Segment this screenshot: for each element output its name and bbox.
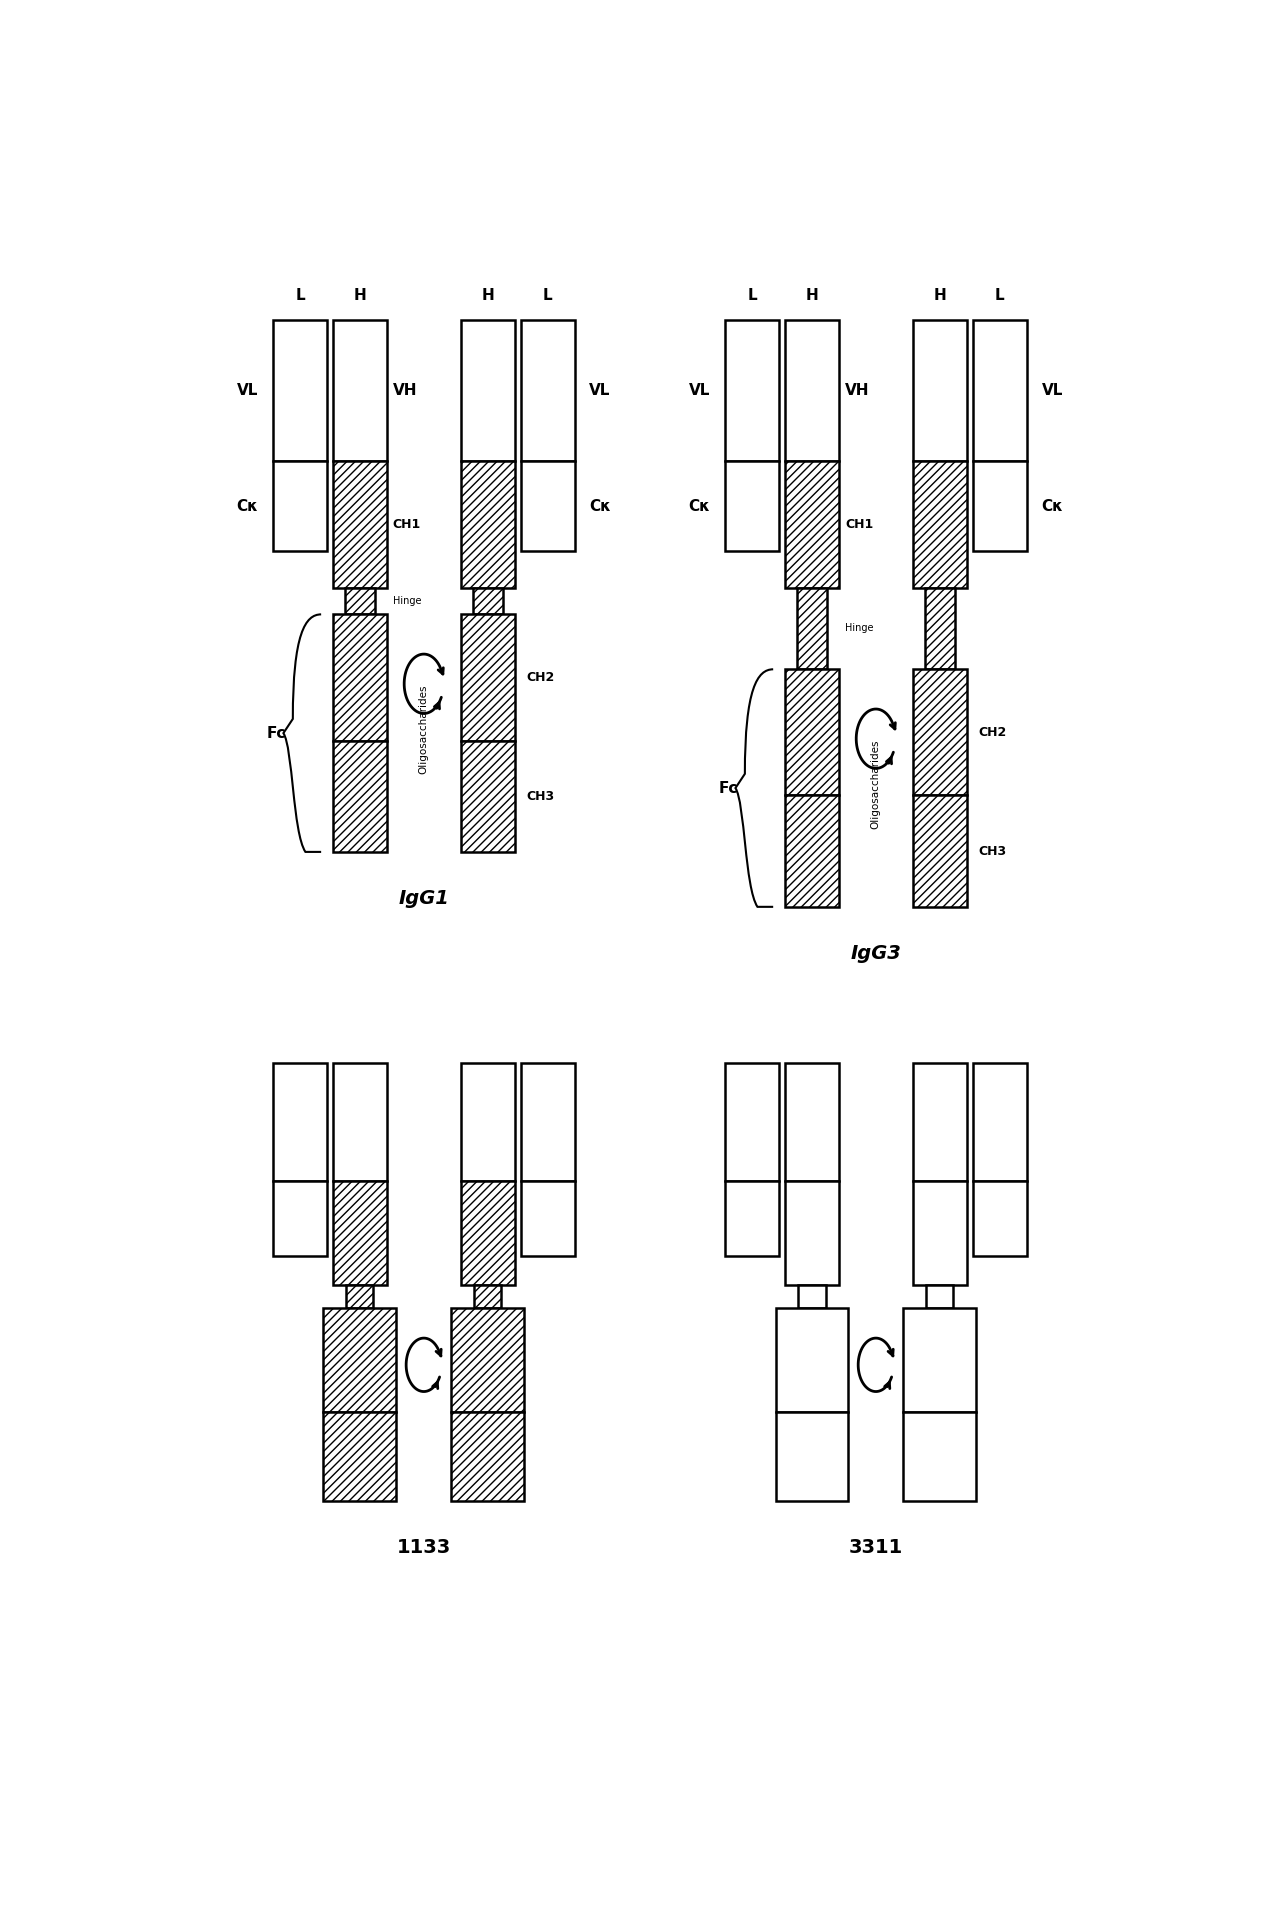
Bar xyxy=(785,796,839,906)
Text: 1133: 1133 xyxy=(397,1539,451,1556)
Bar xyxy=(913,461,966,588)
Bar xyxy=(973,461,1027,551)
Text: CH2: CH2 xyxy=(526,671,555,684)
Text: H: H xyxy=(933,287,946,303)
Bar xyxy=(725,320,779,461)
Bar xyxy=(913,669,966,796)
Bar xyxy=(333,320,387,461)
Text: Oligosaccharides: Oligosaccharides xyxy=(418,684,429,775)
Text: Fc: Fc xyxy=(719,781,738,796)
Text: VL: VL xyxy=(237,384,259,399)
Bar xyxy=(451,1307,524,1411)
Bar xyxy=(913,1062,966,1182)
Text: H: H xyxy=(482,287,495,303)
Bar xyxy=(798,588,827,669)
Bar xyxy=(521,320,574,461)
Bar xyxy=(913,1182,966,1286)
Bar xyxy=(460,740,515,852)
Bar xyxy=(903,1307,976,1411)
Text: Hinge: Hinge xyxy=(393,596,421,605)
Text: CH2: CH2 xyxy=(979,727,1007,738)
Text: 3311: 3311 xyxy=(848,1539,903,1556)
Bar xyxy=(473,588,502,615)
Bar xyxy=(973,320,1027,461)
Bar xyxy=(799,1286,825,1307)
Text: VH: VH xyxy=(844,384,870,399)
Text: L: L xyxy=(995,287,1004,303)
Text: L: L xyxy=(747,287,757,303)
Bar xyxy=(460,1062,515,1182)
Bar xyxy=(333,1182,387,1286)
Text: IgG1: IgG1 xyxy=(398,889,449,908)
Bar xyxy=(323,1411,397,1500)
Bar xyxy=(333,461,387,588)
Bar xyxy=(776,1411,848,1500)
Bar xyxy=(725,1182,779,1255)
Text: VL: VL xyxy=(1041,384,1063,399)
Text: Hinge: Hinge xyxy=(844,623,874,634)
Bar xyxy=(785,1062,839,1182)
Bar xyxy=(785,320,839,461)
Bar xyxy=(926,1286,954,1307)
Bar xyxy=(333,740,387,852)
Text: VL: VL xyxy=(590,384,611,399)
Text: Oligosaccharides: Oligosaccharides xyxy=(871,740,881,829)
Text: CH3: CH3 xyxy=(979,844,1007,858)
Bar xyxy=(273,461,327,551)
Text: L: L xyxy=(543,287,553,303)
Text: H: H xyxy=(805,287,818,303)
Text: Fc: Fc xyxy=(266,725,285,740)
Bar xyxy=(460,461,515,588)
Text: VL: VL xyxy=(689,384,710,399)
Bar xyxy=(273,320,327,461)
Bar xyxy=(785,669,839,796)
Bar xyxy=(460,320,515,461)
Text: Cκ: Cκ xyxy=(590,499,611,513)
Text: Cκ: Cκ xyxy=(689,499,710,513)
Bar xyxy=(785,461,839,588)
Text: CH1: CH1 xyxy=(844,519,874,530)
Bar xyxy=(725,1062,779,1182)
Bar xyxy=(725,461,779,551)
Text: Cκ: Cκ xyxy=(1041,499,1064,513)
Bar xyxy=(474,1286,501,1307)
Bar xyxy=(273,1062,327,1182)
Bar xyxy=(323,1307,397,1411)
Bar xyxy=(973,1062,1027,1182)
Bar xyxy=(776,1307,848,1411)
Bar xyxy=(785,1182,839,1286)
Bar xyxy=(451,1411,524,1500)
Bar xyxy=(973,1182,1027,1255)
Bar xyxy=(333,1062,387,1182)
Bar xyxy=(913,320,966,461)
Text: L: L xyxy=(295,287,304,303)
Bar xyxy=(333,615,387,740)
Text: VH: VH xyxy=(393,384,417,399)
Text: H: H xyxy=(354,287,366,303)
Bar xyxy=(521,1062,574,1182)
Text: Cκ: Cκ xyxy=(236,499,259,513)
Bar xyxy=(913,796,966,906)
Bar xyxy=(273,1182,327,1255)
Text: IgG3: IgG3 xyxy=(851,945,902,962)
Bar xyxy=(521,461,574,551)
Text: CH1: CH1 xyxy=(393,519,421,530)
Bar xyxy=(521,1182,574,1255)
Bar xyxy=(924,588,955,669)
Bar xyxy=(460,1182,515,1286)
Bar xyxy=(460,615,515,740)
Bar xyxy=(903,1411,976,1500)
Text: CH3: CH3 xyxy=(526,790,554,802)
Bar xyxy=(345,588,375,615)
Bar xyxy=(346,1286,374,1307)
